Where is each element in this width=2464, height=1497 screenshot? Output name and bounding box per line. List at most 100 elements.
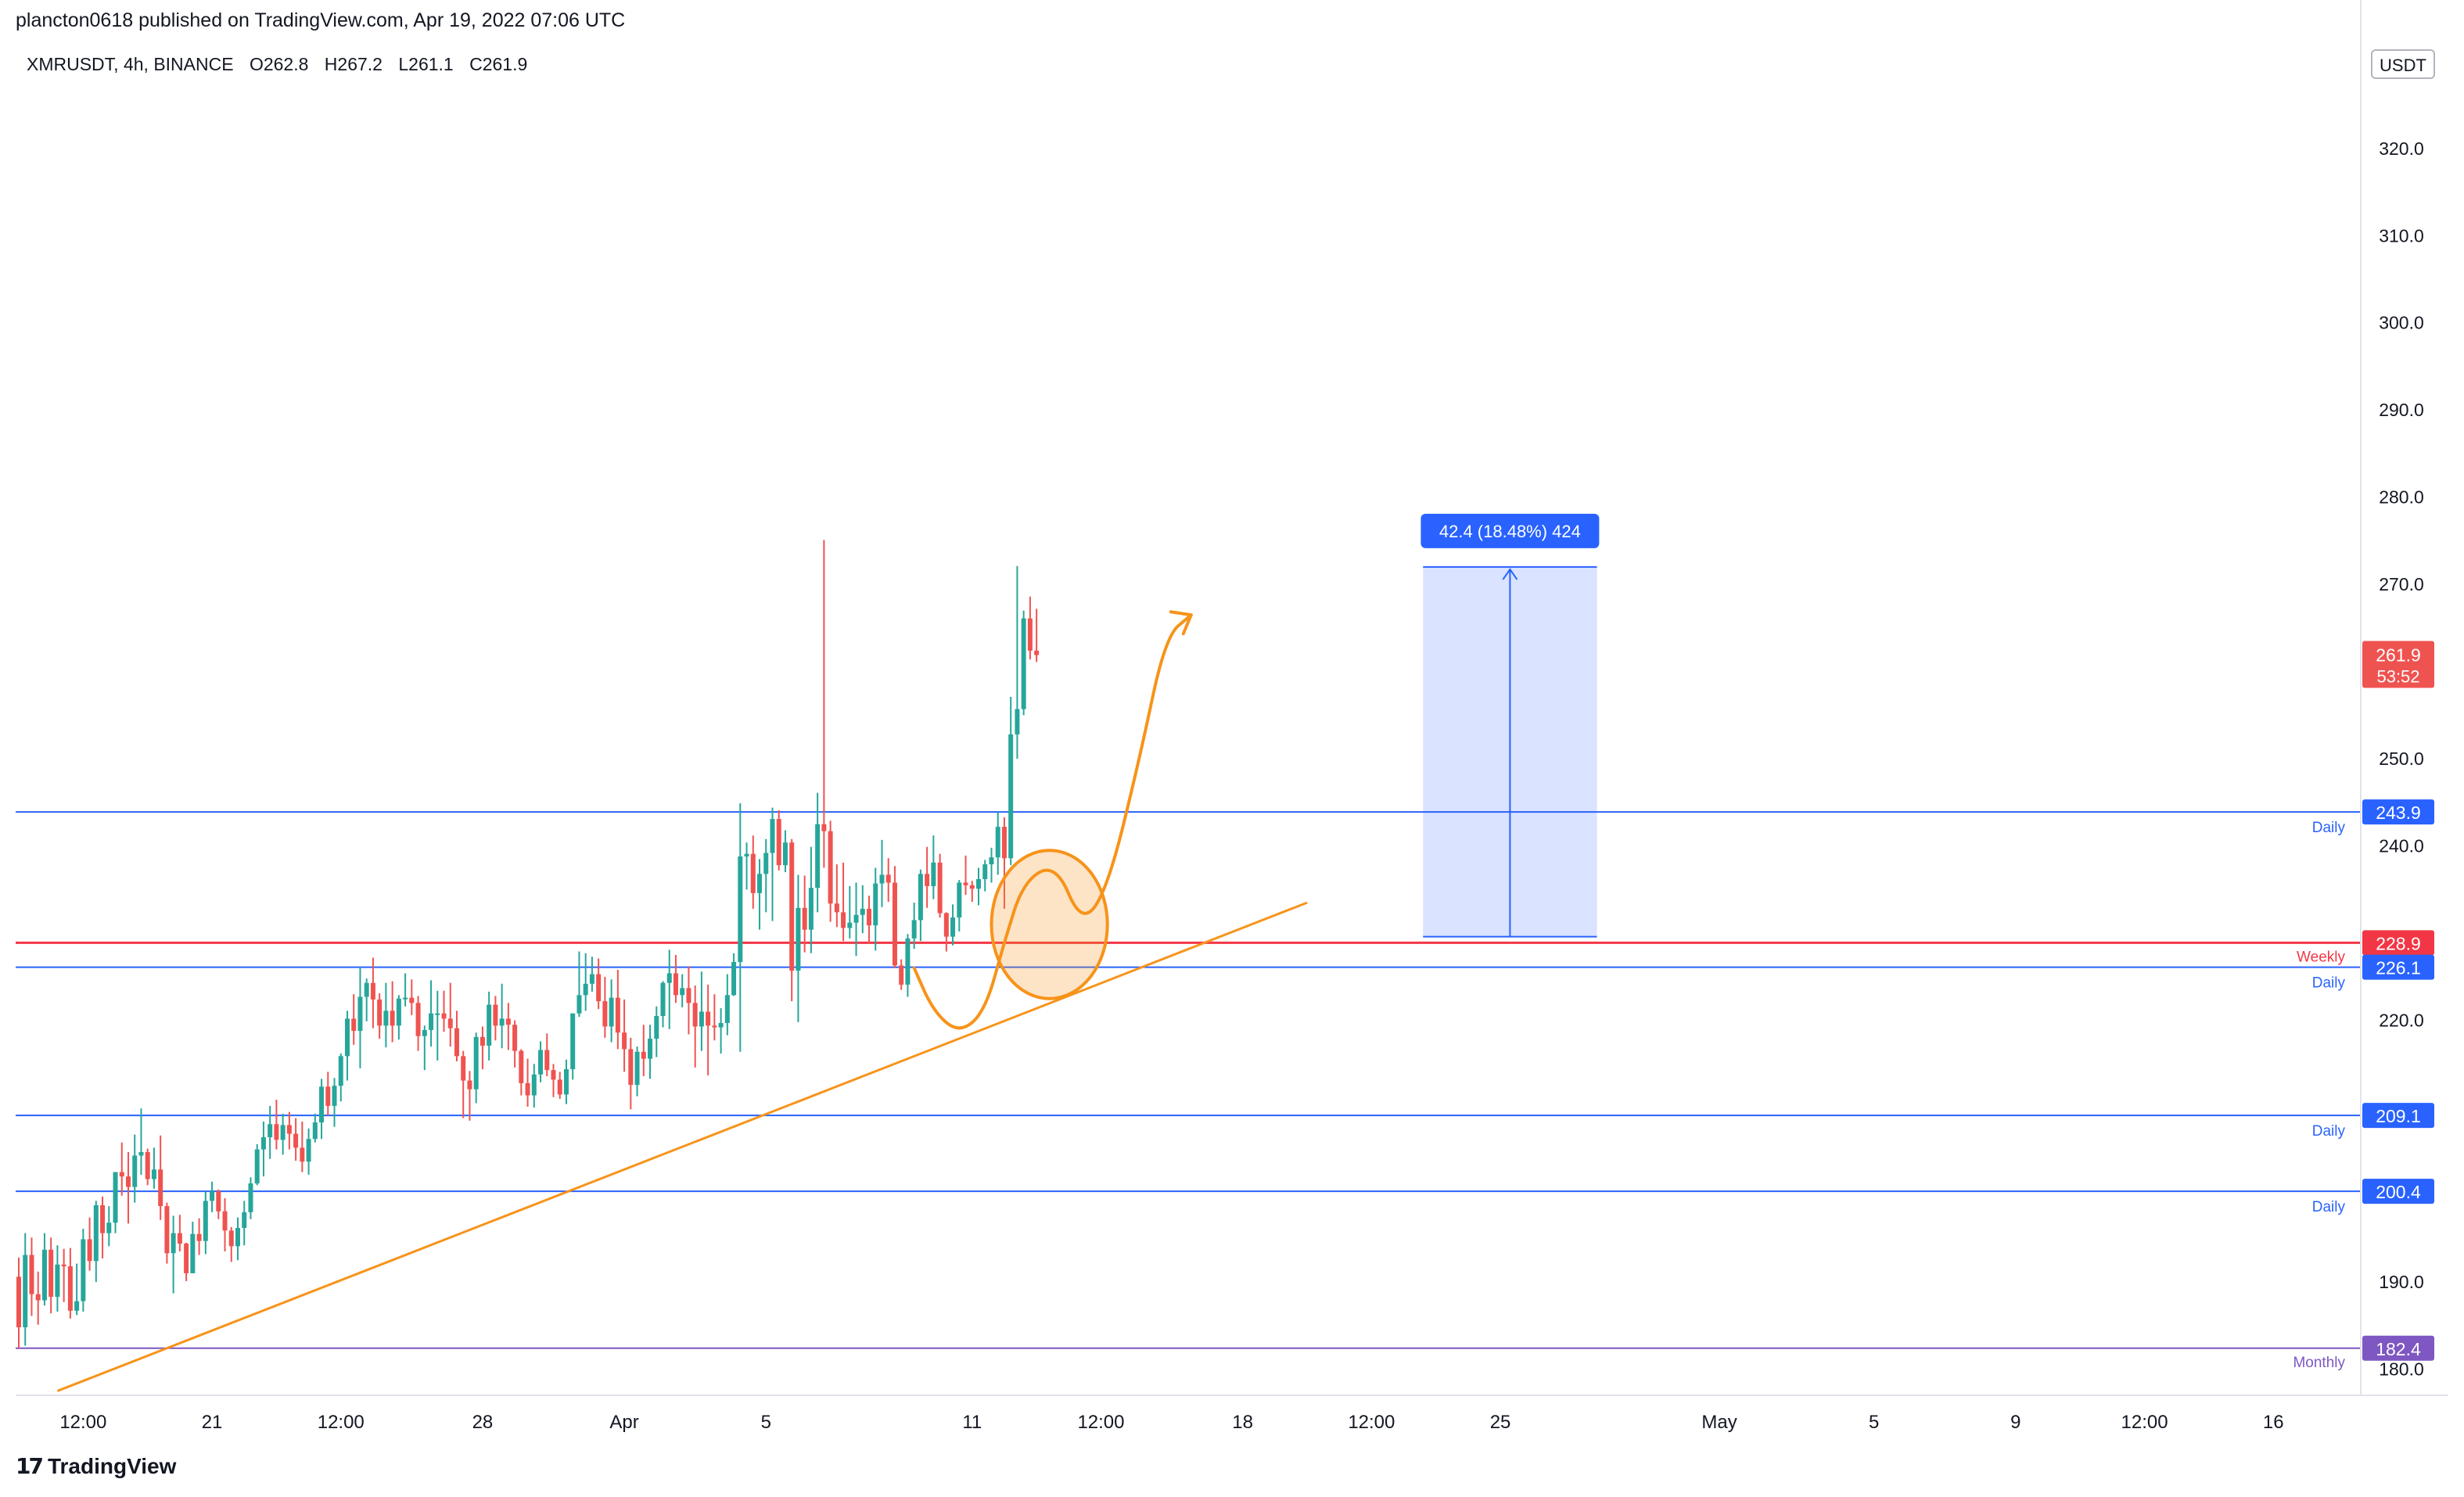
candle-body: [943, 913, 949, 937]
candle: [885, 858, 891, 903]
last-price-tag: [2362, 641, 2434, 688]
candle: [429, 980, 434, 1047]
candle-body: [280, 1125, 286, 1140]
candle-body: [41, 1249, 47, 1301]
candle: [641, 1025, 646, 1076]
candle: [957, 880, 962, 932]
candle-body: [196, 1233, 202, 1241]
level-price-label: 200.4: [2376, 1182, 2421, 1202]
candle-body: [242, 1212, 247, 1228]
candle-body: [776, 819, 781, 866]
time-tick-label: 16: [2263, 1412, 2284, 1433]
candle: [976, 867, 982, 906]
candle: [905, 934, 911, 997]
candle-body: [441, 1013, 447, 1019]
candle: [815, 792, 821, 913]
candle-body: [770, 819, 775, 853]
candle: [596, 958, 602, 1010]
candle: [828, 820, 833, 922]
candle-body: [841, 912, 846, 928]
candle-body: [473, 1036, 479, 1090]
candle: [615, 969, 620, 1050]
candle-body: [950, 917, 956, 937]
candle: [119, 1142, 124, 1196]
candle-body: [274, 1124, 279, 1140]
ascending-trendline: [56, 901, 1308, 1392]
candle-body: [1021, 618, 1026, 709]
candle-body: [551, 1070, 556, 1080]
candle: [61, 1248, 66, 1302]
candle: [235, 1217, 240, 1261]
candle: [415, 996, 421, 1051]
open-label: O262.8: [250, 54, 308, 74]
price-tick-label: 310.0: [2379, 225, 2424, 246]
candle: [106, 1206, 112, 1247]
candle: [589, 957, 594, 992]
candle: [834, 864, 839, 928]
candle: [963, 855, 968, 896]
price-tick-label: 280.0: [2379, 487, 2424, 508]
candle-body: [268, 1124, 273, 1138]
candle-body: [744, 853, 749, 857]
candle-body: [634, 1051, 640, 1086]
candle-body: [692, 1003, 698, 1027]
currency-box: [2371, 49, 2435, 79]
candle-body: [918, 874, 923, 921]
candle-body: [782, 842, 788, 866]
time-axis: 12:00 21 12:00 28 Apr 5 11 12:00 18 12:00 25 May 5 9 1…: [16, 1395, 2448, 1433]
candle-body: [654, 1016, 659, 1039]
candle-body: [293, 1133, 299, 1148]
candle-body: [235, 1227, 240, 1247]
candle: [300, 1121, 305, 1172]
candle: [763, 838, 769, 913]
candle-body: [976, 879, 982, 889]
candle-body: [925, 874, 930, 886]
candle: [563, 1059, 569, 1104]
candle-body: [995, 827, 1000, 858]
last-price-label: 261.9: [2376, 645, 2421, 666]
candle-body: [35, 1294, 41, 1301]
candle-body: [48, 1249, 54, 1298]
candle: [609, 979, 614, 1043]
candle-body: [228, 1230, 234, 1247]
time-tick-label: 12:00: [59, 1412, 106, 1433]
price-axis: USDT 180.0 190.0 220.0 240.0 250.0 270.0 280.0 2…: [2360, 0, 2435, 1395]
candle-body: [370, 982, 375, 1000]
candle: [808, 846, 814, 953]
candle: [989, 847, 994, 883]
target-range-arrow-head: [1502, 568, 1518, 580]
candle: [268, 1105, 273, 1159]
candle-body: [499, 1018, 505, 1026]
candle-body: [67, 1266, 73, 1311]
time-tick-label: 12:00: [2121, 1412, 2168, 1433]
candle: [254, 1143, 260, 1186]
candle-body: [447, 1018, 453, 1029]
candle-body: [609, 997, 614, 1027]
candle-body: [847, 922, 853, 928]
candle-body: [531, 1074, 537, 1096]
candle-body: [969, 885, 975, 889]
candle-body: [853, 914, 859, 923]
level-tag: Monthly: [2293, 1355, 2345, 1371]
candle-body: [1015, 709, 1020, 734]
time-tick-label: 21: [202, 1412, 223, 1433]
time-tick-label: 25: [1490, 1412, 1511, 1433]
candle: [293, 1118, 299, 1161]
candle: [473, 1032, 479, 1104]
candle-body: [409, 997, 415, 1003]
time-tick-label: 18: [1232, 1412, 1253, 1433]
candle: [602, 976, 608, 1038]
candle-body: [29, 1255, 34, 1294]
candle-body: [222, 1211, 228, 1231]
candle-body: [808, 888, 814, 930]
candle-body: [487, 1004, 492, 1046]
level-tag: Daily: [2312, 1199, 2346, 1215]
candle-body: [61, 1264, 66, 1267]
tradingview-footer[interactable]: 𝟭𝟳 TradingView: [16, 1453, 176, 1479]
candle: [628, 1037, 634, 1110]
candle: [718, 1008, 724, 1054]
candle-body: [210, 1191, 215, 1201]
candle: [925, 846, 930, 908]
candle-body: [1027, 618, 1033, 651]
